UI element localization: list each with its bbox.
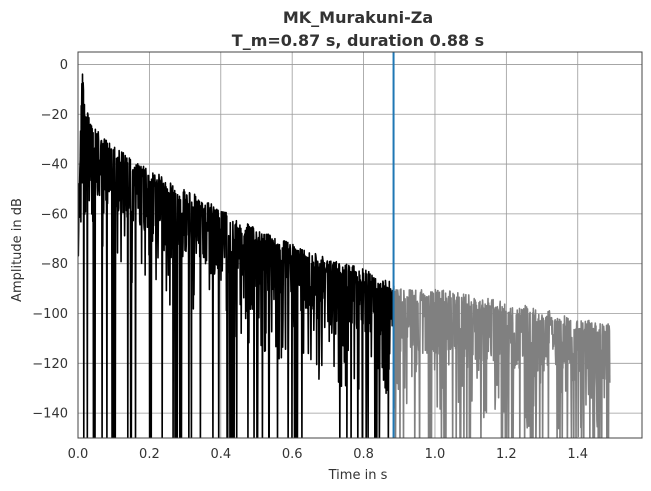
- x-tick-label: 0.6: [282, 447, 303, 462]
- x-tick-label: 0.2: [139, 447, 160, 462]
- y-tick-label: 0: [60, 58, 68, 73]
- plot-area: [78, 73, 611, 438]
- y-tick-label: −80: [41, 257, 68, 272]
- y-tick-label: −140: [32, 407, 68, 422]
- y-axis-label: Amplitude in dB: [10, 198, 25, 302]
- x-axis-label: Time in s: [328, 468, 388, 483]
- x-tick-label: 0.0: [68, 447, 89, 462]
- x-tick-label: 0.4: [210, 447, 231, 462]
- y-tick-label: −120: [32, 357, 68, 372]
- chart-subtitle: T_m=0.87 s, duration 0.88 s: [232, 31, 484, 50]
- y-tick-label: −20: [41, 108, 68, 123]
- y-tick-label: −100: [32, 307, 68, 322]
- y-tick-label: −40: [41, 158, 68, 173]
- y-tick-label: −60: [41, 207, 68, 222]
- x-tick-label: 1.2: [496, 447, 517, 462]
- tick-labels: 0.0 0.2 0.4 0.6 0.8 1.0 1.2 1.4 0 −20 −40 −60 −80 −10…: [32, 58, 588, 462]
- series-line-1: [78, 73, 395, 438]
- series-line-2: [392, 284, 611, 438]
- plot-frame: [77, 51, 643, 439]
- chart-title: MK_Murakuni-Za: [283, 8, 433, 27]
- x-tick-label: 0.8: [353, 447, 374, 462]
- x-tick-label: 1.4: [567, 447, 588, 462]
- x-tick-label: 1.0: [425, 447, 446, 462]
